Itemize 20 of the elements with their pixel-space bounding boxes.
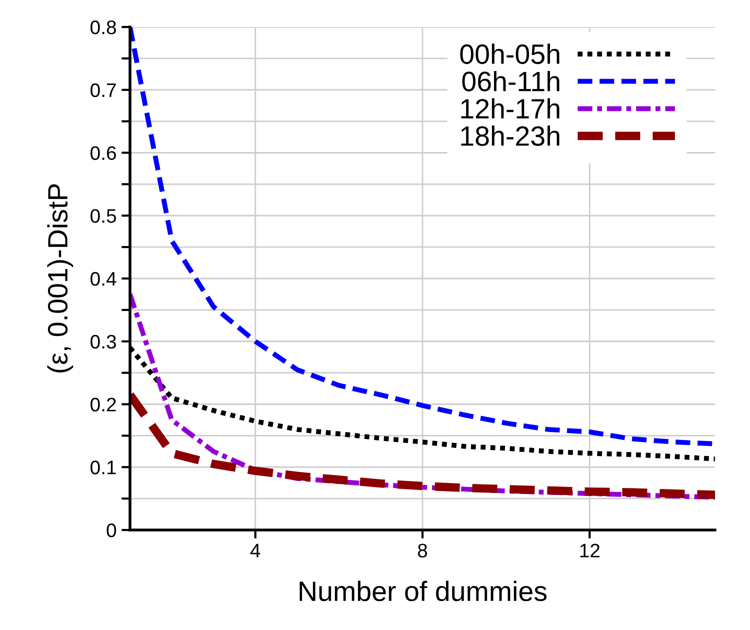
y-tick-label: 0 bbox=[106, 523, 116, 538]
x-tick-label: 4 bbox=[250, 544, 260, 558]
legend-label: 00h-05h bbox=[460, 44, 560, 64]
y-axis-title: (ε, 0.001)-DistP bbox=[47, 184, 74, 372]
y-tick-label: 0.8 bbox=[90, 20, 116, 34]
y-tick-label: 0.3 bbox=[90, 334, 116, 349]
x-tick-label: 8 bbox=[418, 544, 428, 558]
x-axis-title: Number of dummies bbox=[300, 580, 547, 602]
y-tick-label: 0.1 bbox=[90, 460, 116, 474]
legend-label: 12h-17h bbox=[461, 98, 560, 118]
legend-label: 18h-23h bbox=[461, 126, 560, 146]
line-series bbox=[130, 27, 715, 446]
y-tick-label: 0.7 bbox=[90, 83, 116, 98]
legend-label: 06h-11h bbox=[462, 70, 560, 92]
y-tick-label: 0.5 bbox=[90, 209, 116, 223]
line-series bbox=[130, 292, 715, 500]
y-tick-label: 0.6 bbox=[90, 146, 116, 160]
y-tick-label: 0.4 bbox=[90, 272, 116, 286]
y-tick-label: 0.2 bbox=[90, 398, 116, 412]
x-tick-label: 12 bbox=[580, 544, 600, 558]
